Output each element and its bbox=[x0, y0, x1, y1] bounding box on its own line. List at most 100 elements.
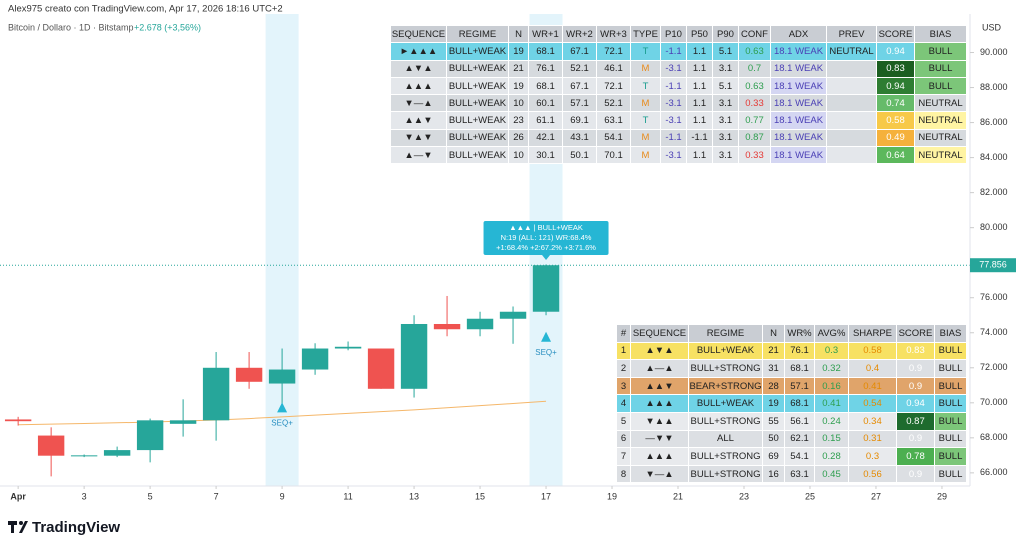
table-cell: -1.1 bbox=[660, 128, 687, 148]
table-cell: ▲—▼ bbox=[390, 146, 447, 165]
x-tick-label: 19 bbox=[607, 491, 617, 501]
table-cell: 3.1 bbox=[712, 94, 739, 113]
table-cell: 0.74 bbox=[876, 94, 915, 113]
table-cell: 21 bbox=[762, 341, 785, 361]
symbol: Bitcoin / Dollaro · 1D · Bitstamp bbox=[8, 22, 134, 32]
table-cell: 0.63 bbox=[738, 42, 771, 61]
table-cell: BULL+WEAK bbox=[688, 341, 763, 361]
brand-logo bbox=[8, 521, 28, 533]
table-cell: ▼—▲ bbox=[390, 94, 447, 113]
y-tick-label: 76.000 bbox=[980, 292, 1008, 302]
table-cell: 0.34 bbox=[848, 411, 897, 431]
table-cell: ▲▼▲ bbox=[630, 341, 689, 361]
table-head: SEQUENCE REGIME N WR+1 WR+2 WR+3 TYPE P10 P50 P90… bbox=[390, 24, 967, 44]
table-cell: BULL bbox=[934, 464, 967, 484]
table-cell: 67.1 bbox=[562, 76, 597, 96]
table-row: ▼▲▼ BULL+WEAK 26 42.1 43.1 54.1 M -1.1 -1.1 3.1 0.… bbox=[390, 128, 967, 148]
table-cell: ▲▲▲ bbox=[630, 394, 689, 413]
table-cell: NEUTRAL bbox=[914, 94, 967, 113]
candle-body bbox=[169, 420, 197, 424]
table-cell: BULL bbox=[934, 341, 967, 361]
table-cell: 8 bbox=[616, 464, 631, 484]
annotation-pointer bbox=[542, 255, 551, 260]
table-cell: 0.78 bbox=[896, 447, 935, 466]
table-cell: BULL+WEAK bbox=[446, 59, 509, 78]
highlight-band bbox=[265, 14, 299, 486]
table-cell: BULL+STRONG bbox=[688, 359, 763, 378]
last-price-label: 77.856 bbox=[979, 260, 1007, 270]
table-cell: 55 bbox=[762, 411, 785, 431]
column-header: ADX bbox=[770, 24, 827, 44]
table-cell: 63.1 bbox=[784, 464, 815, 484]
table-cell: 0.24 bbox=[814, 411, 849, 431]
table-cell: 0.33 bbox=[738, 146, 771, 165]
table-cell: ▼—▲ bbox=[630, 464, 689, 484]
table-cell: NEUTRAL bbox=[914, 128, 967, 148]
table-cell: 1.1 bbox=[686, 111, 713, 130]
candle-body bbox=[334, 346, 362, 349]
table-cell: 0.77 bbox=[738, 111, 771, 130]
table-cell: ▲▲▼ bbox=[630, 376, 689, 396]
table-cell: NEUTRAL bbox=[914, 111, 967, 130]
table-cell: 3.1 bbox=[712, 59, 739, 78]
table-cell: 69.1 bbox=[562, 111, 597, 130]
annotation-line: ▲▲▲ | BULL+WEAK bbox=[509, 223, 583, 232]
x-tick-label: 7 bbox=[214, 491, 219, 501]
table-row: 8 ▼—▲ BULL+STRONG 16 63.1 0.45 0.56 0.9 BULL bbox=[616, 464, 967, 484]
x-tick-label: 11 bbox=[343, 491, 352, 501]
table-cell: M bbox=[630, 128, 661, 148]
x-tick-label: 29 bbox=[937, 491, 947, 501]
table-row: 6 —▼▼ ALL 50 62.1 0.15 0.31 0.9 BULL bbox=[616, 429, 967, 449]
table-row: 3 ▲▲▼ BEAR+STRONG 28 57.1 0.16 0.41 0.9 BULL bbox=[616, 376, 967, 396]
candle-body bbox=[4, 419, 32, 422]
table-cell: 18.1 WEAK bbox=[770, 128, 827, 148]
table-cell: ALL bbox=[688, 429, 763, 449]
column-header: BIAS bbox=[914, 24, 967, 44]
table-cell: 57.1 bbox=[562, 94, 597, 113]
y-tick-label: 80.000 bbox=[980, 222, 1008, 232]
table-body: ►▲▲▲ BULL+WEAK 19 68.1 67.1 72.1 T -1.1 1.1 5.1 0.… bbox=[390, 42, 967, 165]
y-tick-label: 66.000 bbox=[980, 467, 1008, 477]
annotation-box bbox=[483, 221, 609, 255]
empty-cell bbox=[826, 76, 877, 96]
column-header: WR+1 bbox=[528, 24, 563, 44]
table-cell: 0.9 bbox=[896, 376, 935, 396]
column-header: SCORE bbox=[896, 324, 935, 343]
ranking-table: # SEQUENCE REGIME N WR% AVG% SHARPE SCORE BIAS 1 ▲… bbox=[616, 324, 967, 484]
table-cell: ▲▲▼ bbox=[390, 111, 447, 130]
candle-body bbox=[499, 311, 527, 319]
table-cell: 50 bbox=[762, 429, 785, 449]
table-cell: 52.1 bbox=[562, 59, 597, 78]
column-header: SEQUENCE bbox=[630, 324, 689, 343]
column-header: # bbox=[616, 324, 631, 343]
table-cell: 46.1 bbox=[596, 59, 631, 78]
table-cell: -3.1 bbox=[660, 94, 687, 113]
table-row: ►▲▲▲ BULL+WEAK 19 68.1 67.1 72.1 T -1.1 1.1 5.1 0.… bbox=[390, 42, 967, 61]
table-cell: ▲▲▲ bbox=[390, 76, 447, 96]
candle-body bbox=[202, 367, 230, 421]
table-cell: BULL+STRONG bbox=[688, 447, 763, 466]
table-cell: 0.45 bbox=[814, 464, 849, 484]
table-cell: 0.58 bbox=[876, 111, 915, 130]
empty-cell bbox=[826, 94, 877, 113]
table-cell: 62.1 bbox=[784, 429, 815, 449]
table-head: # SEQUENCE REGIME N WR% AVG% SHARPE SCORE BIAS bbox=[616, 324, 967, 343]
table-cell: 0.4 bbox=[848, 359, 897, 378]
table-cell: 3.1 bbox=[712, 128, 739, 148]
table-cell: 0.87 bbox=[738, 128, 771, 148]
signal-label: SEQ+ bbox=[535, 348, 557, 357]
table-row: 1 ▲▼▲ BULL+WEAK 21 76.1 0.3 0.58 0.83 BULL bbox=[616, 341, 967, 361]
table-cell: 7 bbox=[616, 447, 631, 466]
table-cell: 18.1 WEAK bbox=[770, 42, 827, 61]
table-cell: 0.58 bbox=[848, 341, 897, 361]
table-cell: -1.1 bbox=[660, 42, 687, 61]
table-cell: -1.1 bbox=[660, 76, 687, 96]
table-cell: 0.7 bbox=[738, 59, 771, 78]
table-cell: 5 bbox=[616, 411, 631, 431]
moving-average bbox=[18, 400, 547, 426]
candle-body bbox=[268, 369, 296, 384]
table-cell: ▼▲▼ bbox=[390, 128, 447, 148]
column-header: N bbox=[762, 324, 785, 343]
table-cell: 76.1 bbox=[528, 59, 563, 78]
table-cell: 18.1 WEAK bbox=[770, 59, 827, 78]
